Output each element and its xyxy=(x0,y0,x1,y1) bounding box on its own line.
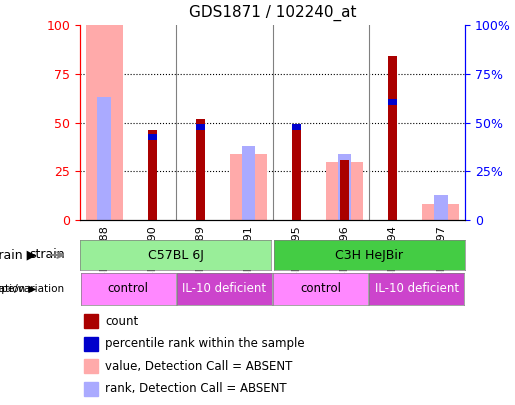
Bar xyxy=(83,337,98,351)
Text: count: count xyxy=(105,315,139,328)
Text: strain ▶: strain ▶ xyxy=(0,249,36,262)
Bar xyxy=(97,97,111,220)
Bar xyxy=(292,124,301,220)
Bar xyxy=(292,124,301,130)
Text: IL-10 deficient: IL-10 deficient xyxy=(375,283,459,296)
Text: control: control xyxy=(300,283,341,296)
Bar xyxy=(196,124,205,130)
Bar xyxy=(434,195,448,220)
Bar xyxy=(83,314,98,328)
Text: value, Detection Call = ABSENT: value, Detection Call = ABSENT xyxy=(105,360,293,373)
Bar xyxy=(85,25,123,220)
Bar xyxy=(83,359,98,373)
Bar xyxy=(326,162,363,220)
Text: strain: strain xyxy=(29,249,64,262)
Bar xyxy=(83,382,98,396)
Bar xyxy=(148,134,157,140)
Text: genotype/variation ▶: genotype/variation ▶ xyxy=(0,284,36,294)
Text: C57BL 6J: C57BL 6J xyxy=(148,249,203,262)
Text: genotype/variation: genotype/variation xyxy=(0,284,64,294)
Bar xyxy=(148,130,157,220)
Text: percentile rank within the sample: percentile rank within the sample xyxy=(105,337,305,350)
Title: GDS1871 / 102240_at: GDS1871 / 102240_at xyxy=(189,5,356,21)
Text: rank, Detection Call = ABSENT: rank, Detection Call = ABSENT xyxy=(105,382,287,395)
Bar xyxy=(340,160,349,220)
Text: control: control xyxy=(108,283,149,296)
Bar xyxy=(242,146,255,220)
Bar xyxy=(388,56,398,220)
Bar xyxy=(230,154,267,220)
Bar xyxy=(338,154,351,220)
Bar xyxy=(196,119,205,220)
Text: C3H HeJBir: C3H HeJBir xyxy=(335,249,403,262)
Bar xyxy=(388,99,398,105)
Bar xyxy=(422,205,459,220)
Text: IL-10 deficient: IL-10 deficient xyxy=(182,283,266,296)
